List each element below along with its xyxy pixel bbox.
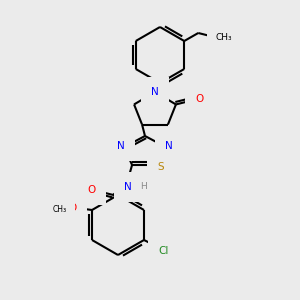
Text: N: N: [165, 141, 173, 151]
Text: NH: NH: [124, 182, 140, 192]
Text: CH₃: CH₃: [53, 205, 67, 214]
Text: N: N: [117, 141, 125, 151]
Text: CH₃: CH₃: [216, 32, 232, 41]
Text: O: O: [87, 185, 95, 195]
Text: Cl: Cl: [159, 246, 169, 256]
Text: N: N: [151, 87, 159, 97]
Text: O: O: [196, 94, 204, 104]
Text: S: S: [158, 162, 164, 172]
Text: O: O: [68, 203, 76, 213]
Text: H: H: [140, 182, 146, 191]
